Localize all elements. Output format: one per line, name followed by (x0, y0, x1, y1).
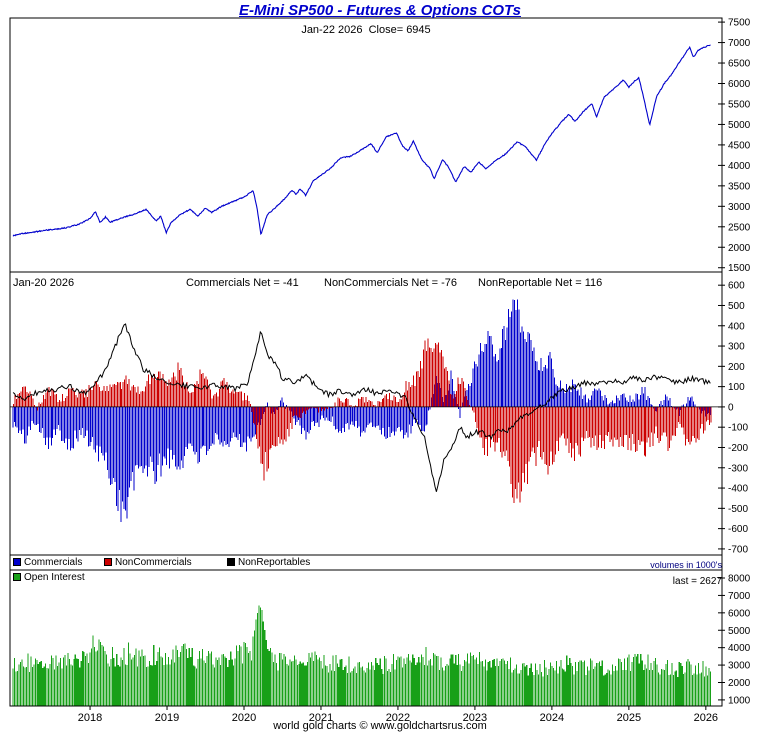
y-tick-label: 7000 (728, 38, 751, 49)
noncommercials-swatch-icon (104, 558, 112, 566)
y-tick-label: 6500 (728, 59, 751, 70)
commercials-net-label: Commercials Net = -41 (186, 277, 299, 289)
y-tick-label: 3000 (728, 202, 751, 213)
page-title: E-Mini SP500 - Futures & Options COTs (239, 2, 521, 19)
y-tick-label: -700 (728, 544, 748, 555)
y-tick-label: 300 (728, 342, 745, 353)
x-axis-label: 2018 (78, 712, 102, 724)
x-axis-label: 2021 (309, 712, 333, 724)
legend-open-interest: Open Interest (13, 572, 85, 583)
open-interest-bars (12, 605, 711, 706)
y-tick-label: 0 (728, 402, 734, 413)
y-tick-label: -200 (728, 443, 748, 454)
y-tick-label: -600 (728, 524, 748, 535)
y-tick-label: 400 (728, 321, 745, 332)
noncommercials-net-label: NonCommercials Net = -76 (324, 277, 457, 289)
open-interest-last-label: last = 2627 (672, 576, 722, 587)
y-tick-label: 5000 (728, 120, 751, 131)
y-tick-label: 8000 (728, 574, 751, 585)
y-tick-label: 3000 (728, 661, 751, 672)
x-axis-label: 2019 (155, 712, 179, 724)
y-tick-label: 6000 (728, 608, 751, 619)
y-tick-label: 2000 (728, 678, 751, 689)
y-tick-label: -500 (728, 504, 748, 515)
y-tick-label: 6000 (728, 79, 751, 90)
y-tick-label: -300 (728, 463, 748, 474)
x-axis-label: 2024 (540, 712, 564, 724)
price-close-annotation: Jan-22 2026 Close= 6945 (301, 24, 431, 36)
nonreportables-swatch-icon (227, 558, 235, 566)
nonreportables-line (12, 323, 711, 492)
y-tick-label: -400 (728, 484, 748, 495)
volumes-note: volumes in 1000's (650, 560, 722, 570)
cot-date-label: Jan-20 2026 (13, 277, 75, 289)
legend-noncommercials: NonCommercials (104, 557, 192, 568)
commercials-bars (12, 299, 711, 522)
y-tick-label: 5500 (728, 99, 751, 110)
y-tick-label: 2000 (728, 243, 751, 254)
open-interest-swatch-icon (13, 573, 21, 581)
y-tick-label: 200 (728, 362, 745, 373)
commercials-swatch-icon (13, 558, 21, 566)
y-tick-label: 4000 (728, 161, 751, 172)
legend-commercials-label: Commercials (24, 557, 83, 568)
x-axis-label: 2026 (694, 712, 718, 724)
y-tick-label: 500 (728, 301, 745, 312)
legend-noncommercials-label: NonCommercials (115, 557, 192, 568)
y-tick-label: -100 (728, 423, 748, 434)
price-line (12, 44, 711, 237)
y-tick-label: 3500 (728, 181, 751, 192)
chart-background (10, 18, 722, 706)
x-axis-label: 2025 (617, 712, 641, 724)
legend-open-interest-label: Open Interest (24, 572, 85, 583)
y-tick-label: 7000 (728, 591, 751, 602)
footer-credit: world gold charts © www.goldchartsrus.co… (273, 720, 487, 732)
y-tick-label: 5000 (728, 626, 751, 637)
y-tick-label: 4000 (728, 643, 751, 654)
legend-commercials: Commercials (13, 557, 82, 568)
legend-nonreportables: NonReportables (227, 557, 310, 568)
x-axis-label: 2022 (386, 712, 410, 724)
chart-border (9, 17, 723, 707)
y-tick-label: 600 (728, 281, 745, 292)
nonreportables-net-label: NonReportable Net = 116 (478, 277, 603, 289)
y-tick-label: 4500 (728, 140, 751, 151)
y-tick-label: 7500 (728, 18, 751, 29)
y-tick-label: 1500 (728, 263, 751, 274)
y-tick-label: 2500 (728, 222, 751, 233)
y-tick-label: 1000 (728, 695, 751, 706)
legend-nonreportables-label: NonReportables (238, 557, 311, 568)
x-axis-label: 2023 (463, 712, 487, 724)
noncommercials-bars (13, 338, 712, 503)
x-axis-label: 2020 (232, 712, 256, 724)
y-tick-label: 100 (728, 382, 745, 393)
